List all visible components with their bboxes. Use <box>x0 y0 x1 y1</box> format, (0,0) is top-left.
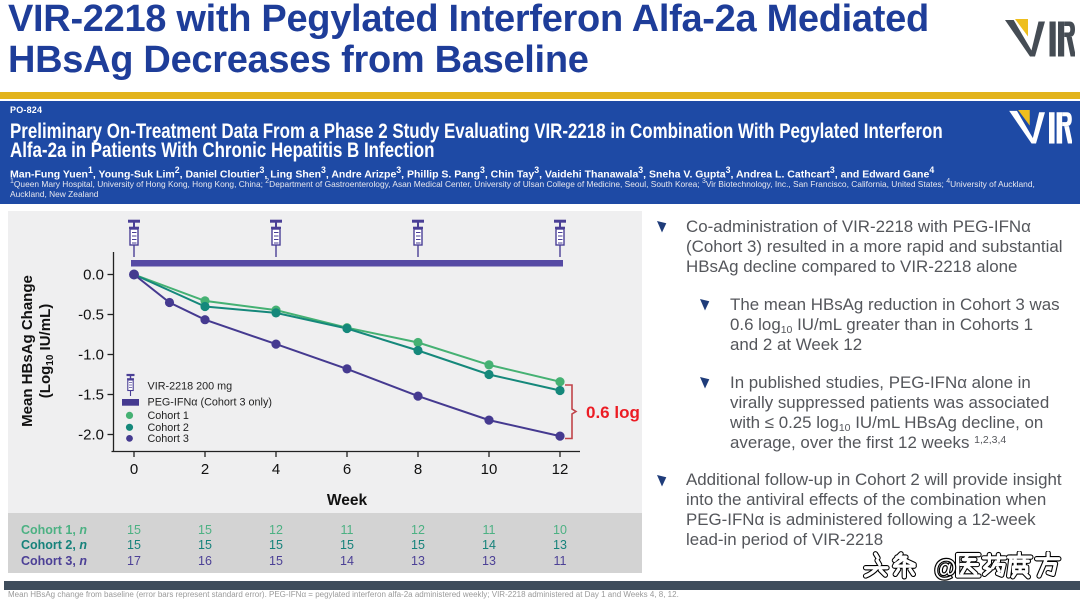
svg-text:PEG-IFNα (Cohort 3 only): PEG-IFNα (Cohort 3 only) <box>148 397 272 409</box>
svg-text:4: 4 <box>272 461 280 478</box>
svg-text:-1.5: -1.5 <box>78 387 104 404</box>
svg-text:(Log10 IU/mL): (Log10 IU/mL) <box>37 304 56 398</box>
svg-text:Cohort 3: Cohort 3 <box>148 433 189 445</box>
svg-text:-0.5: -0.5 <box>78 307 104 324</box>
svg-text:-2.0: -2.0 <box>78 427 104 444</box>
svg-text:VIR-2218 200 mg: VIR-2218 200 mg <box>148 380 233 392</box>
svg-text:8: 8 <box>414 461 422 478</box>
svg-text:-1.0: -1.0 <box>78 347 104 364</box>
svg-text:0.0: 0.0 <box>83 267 104 284</box>
svg-text:0: 0 <box>130 461 138 478</box>
svg-text:Cohort 1: Cohort 1 <box>148 410 189 422</box>
svg-text:12: 12 <box>552 461 569 478</box>
svg-text:2: 2 <box>201 461 209 478</box>
svg-text:@: @ <box>934 555 956 581</box>
svg-text:Cohort 2: Cohort 2 <box>148 422 189 434</box>
svg-text:Mean HBsAg Change: Mean HBsAg Change <box>19 275 36 427</box>
svg-text:6: 6 <box>343 461 351 478</box>
svg-text:10: 10 <box>481 461 498 478</box>
svg-text:Week: Week <box>327 492 368 509</box>
svg-text:0.6 log: 0.6 log <box>586 403 640 422</box>
